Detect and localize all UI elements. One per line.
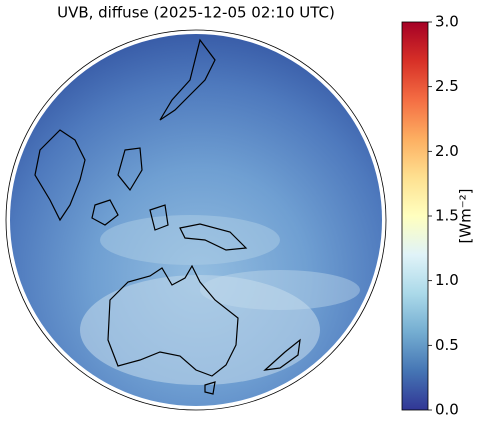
coastlines [34,38,301,395]
colorbar-label: [Wm⁻²] [457,188,475,243]
colorbar-tick-label: 0.0 [435,401,459,419]
colorbar-tick-label: 0.5 [435,336,459,354]
colorbar-tick-label: 1.5 [435,207,459,225]
colorbar-tick-label: 3.0 [435,13,459,31]
colorbar-tick-label: 2.5 [435,77,459,95]
colorbar-tick-label: 2.0 [435,142,459,160]
map-title: UVB, diffuse (2025-12-05 02:10 UTC) [57,4,335,22]
colorbar [401,21,429,411]
data-field [10,34,382,406]
colorbar-tick-label: 1.0 [435,271,459,289]
globe-outline [5,29,387,411]
